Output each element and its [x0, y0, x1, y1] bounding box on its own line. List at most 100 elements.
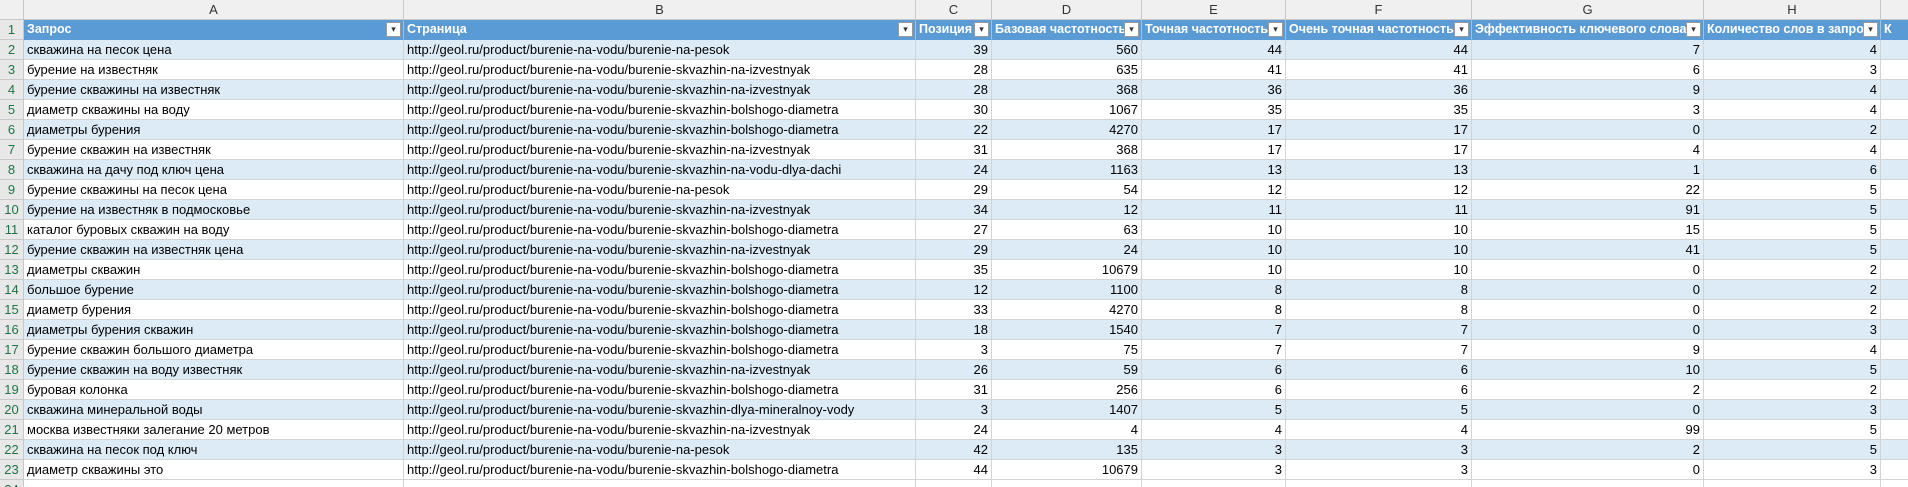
table-cell: 3	[1286, 460, 1472, 480]
table-cell: 4	[1704, 80, 1881, 100]
table-cell: 17	[1286, 120, 1472, 140]
table-cell: 10	[1472, 360, 1704, 380]
table-cell: 13	[1286, 160, 1472, 180]
header-cell: К	[1881, 20, 1908, 40]
table-cell: http://geol.ru/product/burenie-na-vodu/b…	[404, 280, 916, 300]
table-cell: 5	[1704, 440, 1881, 460]
table-cell: 36	[1286, 80, 1472, 100]
table-cell: 3	[1472, 100, 1704, 120]
table-cell: диаметры бурения	[24, 120, 404, 140]
empty-cell	[992, 480, 1142, 487]
table-cell: 6	[1286, 380, 1472, 400]
filter-button[interactable]: ▾	[1268, 22, 1283, 37]
row-number: 4	[0, 80, 24, 100]
table-cell: скважина на песок под ключ	[24, 440, 404, 460]
table-cell: 8	[1142, 280, 1286, 300]
table-cell: http://geol.ru/product/burenie-na-vodu/b…	[404, 440, 916, 460]
table-cell: http://geol.ru/product/burenie-na-vodu/b…	[404, 100, 916, 120]
table-cell: 3	[916, 340, 992, 360]
header-cell: Точная частотность	[1142, 20, 1286, 40]
empty-cell	[1881, 260, 1908, 280]
row-number: 23	[0, 460, 24, 480]
column-letter: G	[1472, 0, 1704, 20]
table-cell: 1067	[992, 100, 1142, 120]
filter-button[interactable]: ▾	[898, 22, 913, 37]
empty-cell	[1881, 60, 1908, 80]
table-cell: 24	[916, 160, 992, 180]
column-letter: D	[992, 0, 1142, 20]
table-cell: 27	[916, 220, 992, 240]
table-cell: 2	[1704, 120, 1881, 140]
table-cell: http://geol.ru/product/burenie-na-vodu/b…	[404, 140, 916, 160]
table-cell: 368	[992, 140, 1142, 160]
filter-button[interactable]: ▾	[1454, 22, 1469, 37]
table-cell: 9	[1472, 80, 1704, 100]
table-cell: 7	[1142, 340, 1286, 360]
table-cell: 18	[916, 320, 992, 340]
empty-cell	[1881, 340, 1908, 360]
table-cell: 10	[1286, 220, 1472, 240]
filter-button[interactable]: ▾	[1686, 22, 1701, 37]
table-cell: бурение скважины на песок цена	[24, 180, 404, 200]
row-number: 14	[0, 280, 24, 300]
row-number: 20	[0, 400, 24, 420]
row-number: 19	[0, 380, 24, 400]
filter-button[interactable]: ▾	[1124, 22, 1139, 37]
table-cell: 44	[1142, 40, 1286, 60]
table-cell: http://geol.ru/product/burenie-na-vodu/b…	[404, 160, 916, 180]
table-cell: 13	[1142, 160, 1286, 180]
table-cell: 8	[1286, 280, 1472, 300]
table-cell: 560	[992, 40, 1142, 60]
filter-button[interactable]: ▾	[1863, 22, 1878, 37]
table-cell: бурение скважин большого диаметра	[24, 340, 404, 360]
empty-cell	[1881, 40, 1908, 60]
empty-cell	[1881, 480, 1908, 487]
empty-cell	[1881, 320, 1908, 340]
table-cell: 31	[916, 380, 992, 400]
filter-button[interactable]: ▾	[974, 22, 989, 37]
empty-cell	[1881, 180, 1908, 200]
row-number: 12	[0, 240, 24, 260]
table-cell: http://geol.ru/product/burenie-na-vodu/b…	[404, 120, 916, 140]
table-cell: москва известняки залегание 20 метров	[24, 420, 404, 440]
header-cell: Запрос	[24, 20, 404, 40]
empty-cell	[1881, 240, 1908, 260]
table-cell: буровая колонка	[24, 380, 404, 400]
table-cell: 135	[992, 440, 1142, 460]
table-cell: 6	[1142, 380, 1286, 400]
table-cell: 7	[1286, 340, 1472, 360]
header-cell: Очень точная частотность	[1286, 20, 1472, 40]
row-number: 1	[0, 20, 24, 40]
table-cell: 4	[1142, 420, 1286, 440]
table-cell: 5	[1704, 420, 1881, 440]
empty-cell	[1881, 360, 1908, 380]
table-cell: 22	[1472, 180, 1704, 200]
table-cell: 12	[1286, 180, 1472, 200]
table-cell: 8	[1286, 300, 1472, 320]
empty-cell	[1881, 460, 1908, 480]
table-cell: http://geol.ru/product/burenie-na-vodu/b…	[404, 400, 916, 420]
column-letter: A	[24, 0, 404, 20]
empty-cell	[1881, 160, 1908, 180]
table-cell: 24	[916, 420, 992, 440]
column-letter: H	[1704, 0, 1881, 20]
table-cell: 12	[916, 280, 992, 300]
table-cell: 9	[1472, 340, 1704, 360]
table-cell: 36	[1142, 80, 1286, 100]
empty-cell	[1881, 440, 1908, 460]
table-cell: 29	[916, 240, 992, 260]
table-cell: 3	[1286, 440, 1472, 460]
table-cell: 91	[1472, 200, 1704, 220]
table-cell: 4270	[992, 300, 1142, 320]
table-cell: 635	[992, 60, 1142, 80]
table-cell: скважина на дачу под ключ цена	[24, 160, 404, 180]
empty-cell	[404, 480, 916, 487]
table-cell: 2	[1704, 280, 1881, 300]
table-cell: 0	[1472, 320, 1704, 340]
table-cell: 7	[1286, 320, 1472, 340]
filter-button[interactable]: ▾	[386, 22, 401, 37]
table-cell: 10	[1286, 240, 1472, 260]
table-cell: 0	[1472, 260, 1704, 280]
table-cell: 5	[1704, 360, 1881, 380]
table-cell: http://geol.ru/product/burenie-na-vodu/b…	[404, 80, 916, 100]
